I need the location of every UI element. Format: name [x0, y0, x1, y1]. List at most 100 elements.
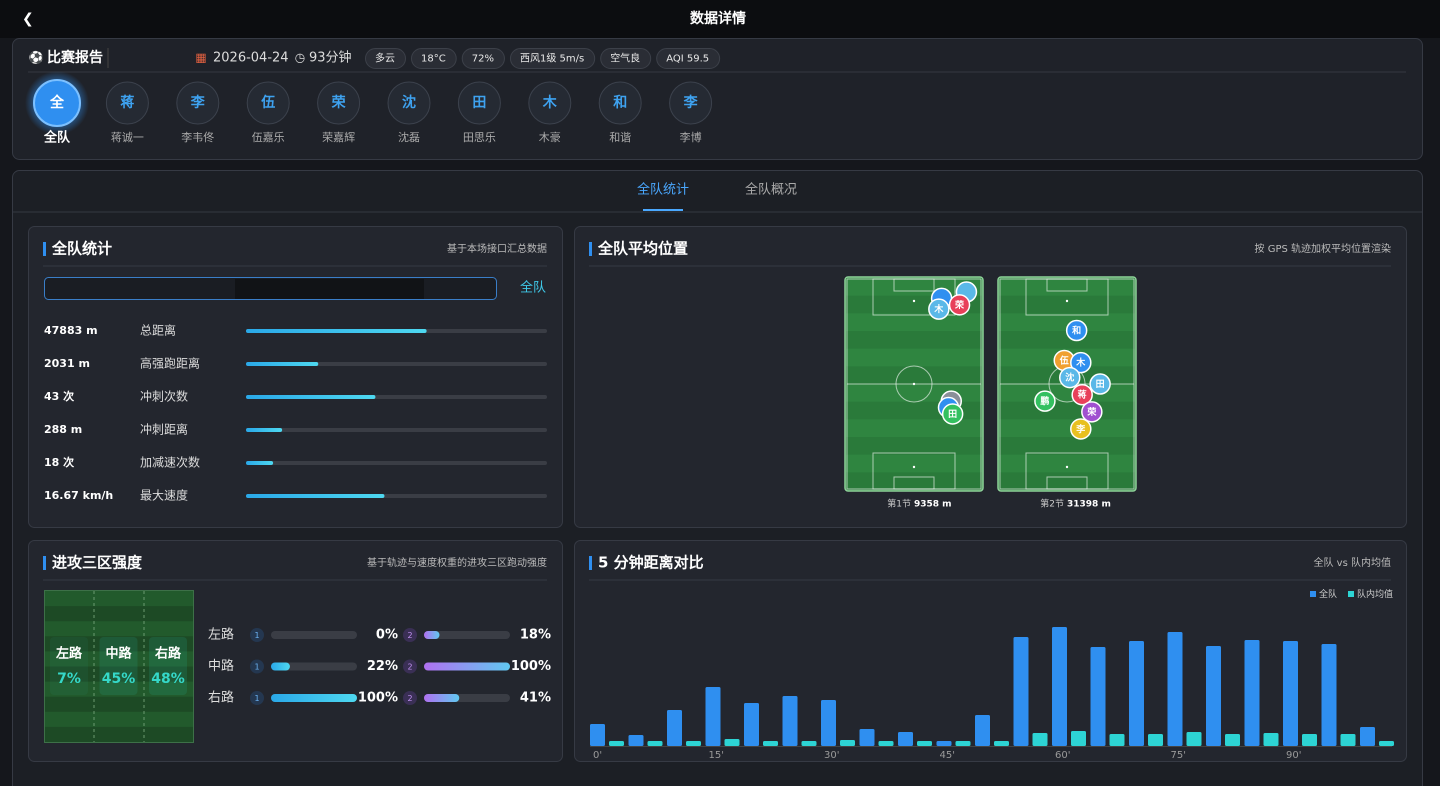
player-avatar-text: 李: [683, 94, 699, 111]
title-accent: [43, 242, 46, 256]
bar: [1148, 734, 1163, 746]
zone-row-name: 左路: [208, 627, 234, 643]
player-avatar-text: 田: [472, 95, 486, 111]
player-avatar[interactable]: [528, 81, 572, 125]
back-button[interactable]: ❮: [22, 11, 34, 27]
bar: [1244, 640, 1260, 746]
bar: [590, 724, 605, 746]
player-avatar[interactable]: [33, 79, 81, 127]
tab[interactable]: 全队统计: [637, 182, 689, 198]
bar: [840, 740, 855, 746]
player-avatar[interactable]: [457, 81, 501, 125]
x-tick-label: 75': [1171, 750, 1186, 761]
stat-bar: [246, 461, 274, 465]
panel-title: 5 分钟距离对比: [598, 554, 704, 572]
zone-badge: [250, 659, 264, 674]
stat-bar: [246, 329, 427, 333]
player-marker: [1065, 319, 1088, 342]
stat-value: 2031 m: [44, 357, 90, 370]
stat-label: 冲刺次数: [140, 389, 188, 404]
weather-chip: [656, 48, 721, 69]
filter-label[interactable]: 全队: [520, 280, 546, 296]
player-marker-label: 荣: [954, 299, 965, 311]
stat-bar: [246, 494, 385, 498]
zone-row-name: 中路: [208, 658, 234, 674]
zone-bar: [424, 694, 460, 702]
bar: [1013, 637, 1029, 746]
bar: [821, 700, 836, 746]
match-date: 2026-04-24: [213, 51, 289, 66]
zone-badge-text: 2: [407, 663, 412, 672]
bar: [609, 741, 624, 746]
weather-chip: [509, 48, 596, 69]
stat-bar: [246, 428, 283, 432]
player-avatar[interactable]: [669, 81, 713, 125]
player-avatar[interactable]: [317, 81, 361, 125]
weather-chip-label: AQI 59.5: [666, 54, 709, 65]
zone-value: 7%: [57, 671, 81, 687]
zone-bar-label: 41%: [520, 691, 551, 706]
player-marker: [1070, 351, 1092, 374]
search-input: [235, 279, 424, 299]
player-name: 和谐: [609, 130, 631, 144]
zone-badge-text: 2: [407, 694, 412, 703]
bar: [763, 741, 778, 746]
panel-title: 进攻三区强度: [52, 554, 143, 572]
title-accent: [589, 556, 592, 570]
player-name: 李韦佟: [181, 130, 214, 144]
zone-stripe: [45, 681, 193, 697]
stat-label: 总距离: [140, 323, 176, 338]
zone-badge: [403, 659, 417, 674]
bar: [705, 687, 721, 746]
player-marker: [1081, 401, 1103, 423]
match-title: 比赛报告: [47, 49, 103, 66]
zone-track: [424, 631, 510, 639]
stat-track: [246, 428, 547, 432]
player-marker-label: 鹏: [1040, 395, 1049, 407]
x-tick-label: 60': [1055, 750, 1070, 761]
player-avatar[interactable]: [598, 81, 642, 125]
player-avatar-text: 木: [542, 94, 558, 111]
player-avatar[interactable]: [387, 81, 431, 125]
player-marker: [1034, 390, 1056, 412]
player-marker-label: 荣: [1086, 406, 1097, 418]
pitch-line: [1046, 278, 1088, 292]
panel: [574, 540, 1407, 762]
zone-badge: [403, 628, 417, 642]
player-name: 荣嘉辉: [322, 130, 355, 144]
bar: [1302, 734, 1317, 746]
player-avatar[interactable]: [176, 81, 220, 125]
bar: [1340, 734, 1356, 746]
player-avatar-text: 伍: [260, 94, 275, 111]
bar: [1283, 641, 1298, 746]
player-marker-label: 田: [1096, 379, 1105, 390]
x-tick-label: 45': [940, 750, 955, 761]
player-marker-label: 木: [1075, 357, 1086, 369]
half-distance: 9358 m: [914, 500, 952, 510]
legend-label: 队内均值: [1357, 588, 1393, 600]
player-avatar[interactable]: [105, 81, 149, 125]
player-marker-label: 和: [1071, 325, 1081, 337]
pitch-spot: [912, 299, 916, 303]
zone-badge: [403, 691, 417, 705]
stat-value: 288 m: [44, 423, 82, 436]
player-name: 李博: [680, 130, 702, 144]
bar: [628, 735, 644, 746]
zone-badge-text: 1: [254, 663, 259, 672]
pitch-stripe: [999, 278, 1135, 296]
pitch-stripe: [999, 313, 1135, 331]
zone-name: 中路: [105, 646, 132, 662]
bar: [1129, 641, 1144, 746]
player-avatar[interactable]: [246, 81, 290, 125]
panel-title: 全队平均位置: [597, 240, 688, 258]
tab-underline: [643, 209, 683, 211]
bar: [782, 696, 798, 746]
player-marker-label: 木: [933, 303, 944, 315]
pitch-spot: [1065, 465, 1069, 469]
weather-chip-label: 西风1级 5m/s: [520, 53, 584, 65]
tab[interactable]: 全队概况: [745, 182, 797, 198]
pitch-stripe: [846, 419, 982, 437]
x-tick-label: 0': [593, 750, 602, 761]
